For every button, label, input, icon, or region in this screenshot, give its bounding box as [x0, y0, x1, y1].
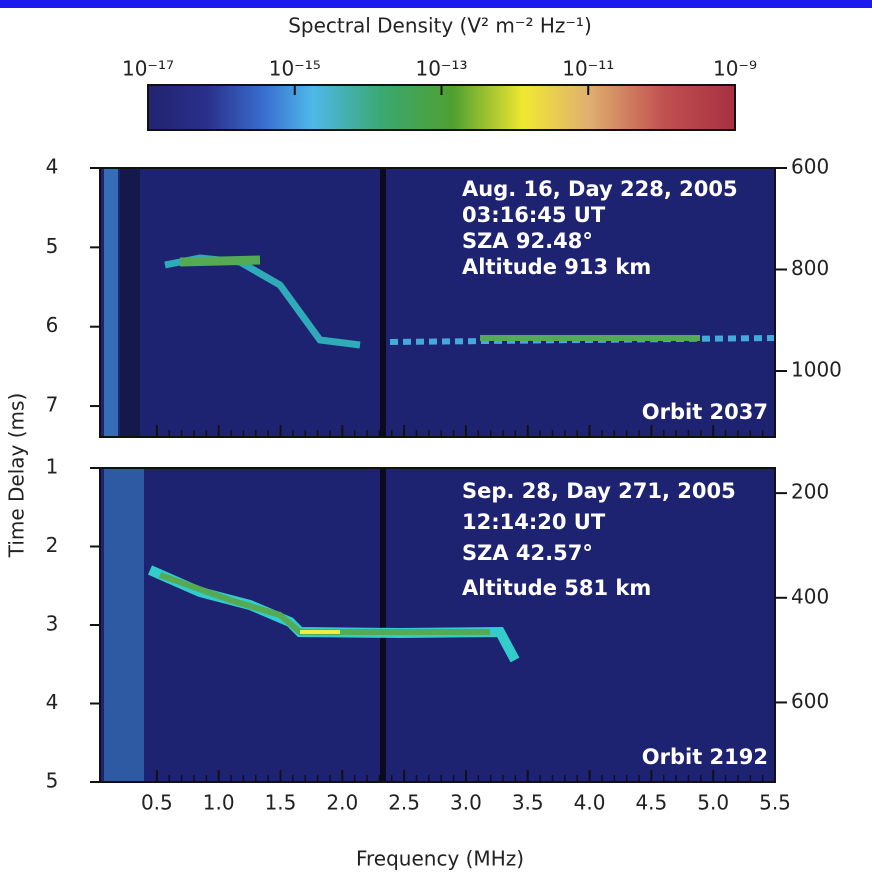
orbit-label: Orbit 2037 [642, 400, 768, 424]
x-tick-label: 2.0 [326, 791, 358, 815]
y-tick-label: 7 [46, 393, 59, 417]
y-tick-label: 5 [46, 769, 59, 793]
annotation: SZA 42.57° [462, 541, 593, 565]
top-bar [0, 0, 872, 8]
y2-tick-label: 600 [791, 155, 829, 179]
annotation: Altitude 913 km [462, 255, 651, 279]
y2-tick-label: 800 [791, 256, 829, 280]
colorbar-title: Spectral Density (V² m⁻² Hz⁻¹) [288, 14, 592, 38]
x-tick-label: 0.5 [141, 791, 173, 815]
x-tick-label: 4.5 [635, 791, 667, 815]
colorbar-tick-label: 10⁻⁹ [713, 57, 757, 81]
x-tick-label: 1.0 [203, 791, 235, 815]
colorbar-tick-label: 10⁻¹³ [415, 57, 467, 81]
y-tick-label: 5 [46, 234, 59, 258]
y2-tick-label: 1000 [791, 358, 842, 382]
y-tick-label: 1 [46, 455, 59, 479]
y2-tick-label: 600 [791, 689, 829, 713]
x-tick-label: 4.0 [574, 791, 606, 815]
x-axis-label: Frequency (MHz) [356, 847, 524, 871]
y2-tick-label: 200 [791, 480, 829, 504]
x-tick-label: 3.0 [450, 791, 482, 815]
x-tick-label: 1.5 [265, 791, 297, 815]
colorbar-tick-label: 10⁻¹⁵ [269, 57, 321, 81]
x-tick-label: 5.0 [697, 791, 729, 815]
panel-1-bg [100, 168, 776, 437]
annotation: Sep. 28, Day 271, 2005 [462, 479, 736, 503]
colorbar-tick-label: 10⁻¹⁷ [122, 57, 174, 81]
panel-2-bg [100, 468, 775, 782]
y2-tick-label: 400 [791, 584, 829, 608]
annotation: 12:14:20 UT [462, 510, 606, 534]
colorbar-tick-label: 10⁻¹¹ [562, 57, 614, 81]
annotation: Aug. 16, Day 228, 2005 [462, 177, 738, 201]
y-tick-label: 2 [46, 533, 59, 557]
x-tick-label: 2.5 [388, 791, 420, 815]
annotation: SZA 92.48° [462, 229, 593, 253]
y-tick-label: 4 [46, 155, 59, 179]
x-tick-label: 3.5 [512, 791, 544, 815]
panel-frame [99, 167, 776, 438]
x-tick-label: 5.5 [759, 791, 791, 815]
y-tick-label: 6 [46, 313, 59, 337]
y-axis-label: Time Delay (ms) [5, 393, 29, 559]
y-tick-label: 4 [46, 690, 59, 714]
orbit-label: Orbit 2192 [642, 745, 768, 769]
annotation: Altitude 581 km [462, 576, 651, 600]
y-tick-label: 3 [46, 612, 59, 636]
annotation: 03:16:45 UT [462, 203, 606, 227]
